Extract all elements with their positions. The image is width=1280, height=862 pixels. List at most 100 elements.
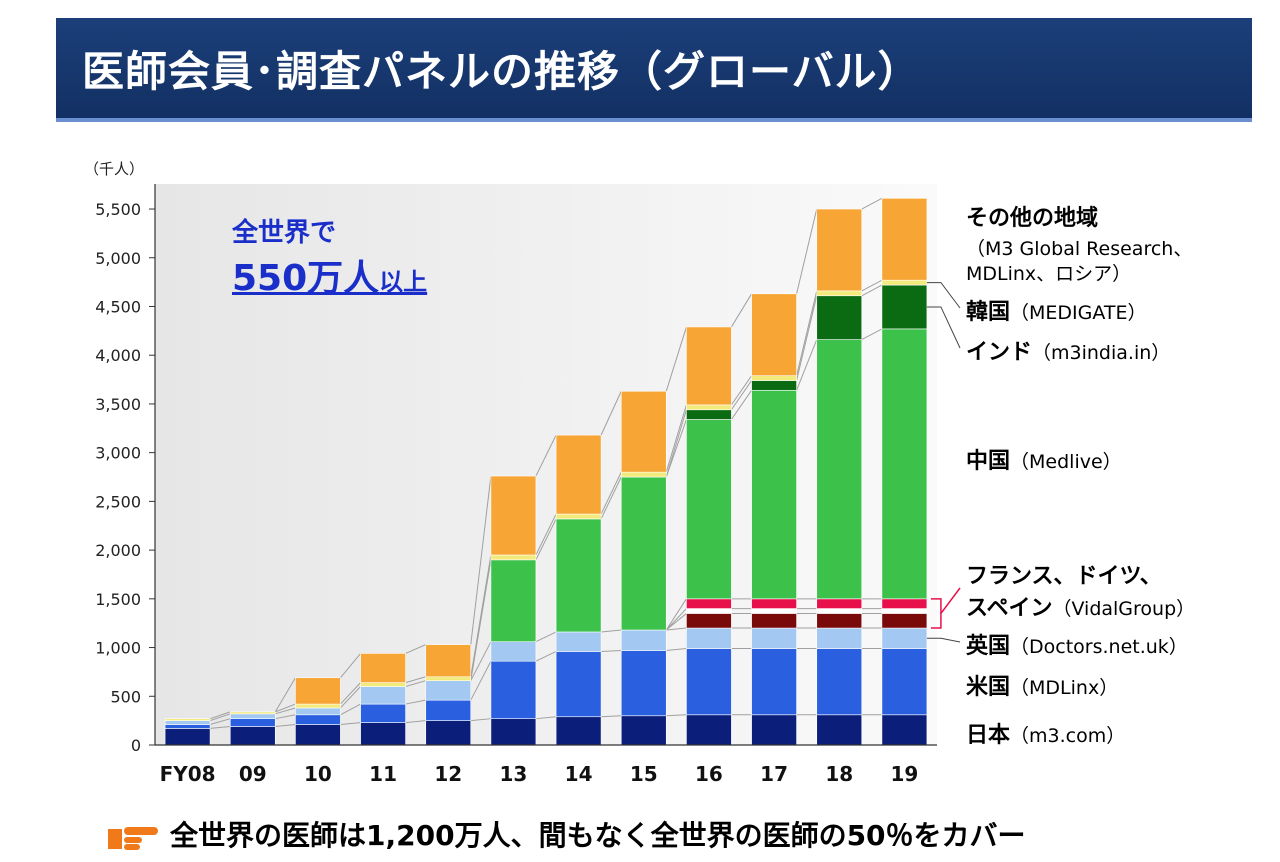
bar-segment-0-6 [555, 716, 602, 746]
series-connector [470, 559, 492, 681]
bar-segment-0-5 [490, 718, 537, 746]
series-connector [796, 208, 818, 294]
series-connector [209, 711, 231, 720]
series-connector [731, 389, 752, 420]
bar-segment-9-7 [620, 390, 667, 473]
legend-japan-name: 日本 [966, 723, 1011, 748]
series-connector [209, 718, 231, 726]
bar-segment-4-9 [751, 608, 797, 614]
title-bar: 医師会員･調査パネルの推移（グローバル） [56, 18, 1252, 122]
bar-segment-9-11 [881, 198, 928, 281]
bar-segment-1-4 [425, 699, 472, 721]
series-connector [665, 608, 687, 631]
legend-europe-line2: スペイン（VidalGroup） [966, 590, 1195, 622]
legend-us-sub: （MDLinx） [1010, 677, 1119, 699]
legend-other-name: その他の地域 [966, 206, 1099, 231]
bar-segment-3-10 [816, 613, 863, 629]
bar-segment-1-6 [555, 651, 602, 718]
y-tick-label: 5,000 [95, 249, 141, 268]
series-connector [601, 629, 622, 633]
series-connector [666, 714, 687, 717]
series-connector [535, 650, 557, 662]
callout-big: 550万人 [232, 258, 380, 299]
series-connector [209, 713, 231, 722]
series-connector [405, 644, 426, 654]
legend-uk-sub: （Doctors.net.uk） [1010, 636, 1188, 658]
bar-segment-0-10 [816, 714, 863, 746]
x-tick-label: 12 [434, 762, 462, 786]
bar-segment-1-8 [686, 648, 732, 716]
series-connector [665, 409, 687, 478]
bar-segment-9-5 [490, 475, 537, 556]
y-tick-label: 3,500 [95, 395, 141, 414]
footer-note: 全世界の医師は1,200万人、間もなく全世界の医師の50％をカバー [106, 814, 1026, 854]
bar-segment-0-9 [751, 714, 797, 746]
legend-uk: 英国（Doctors.net.uk） [966, 628, 1188, 660]
bar-segment-8-7 [620, 471, 667, 478]
legend-india: インド（m3india.in） [966, 334, 1170, 366]
series-connector [665, 598, 687, 631]
bar-segment-1-9 [751, 648, 797, 716]
bar-segment-8-4 [425, 676, 472, 681]
series-connector [731, 375, 752, 406]
bar-segment-6-10 [816, 339, 863, 600]
series-connector [535, 513, 557, 556]
bar-segment-5-11 [881, 598, 928, 609]
bar-segment-2-9 [751, 627, 797, 649]
legend-korea-name: 韓国 [966, 300, 1011, 325]
bar-segment-2-2 [295, 707, 341, 716]
series-connector [340, 703, 361, 716]
x-tick-label: 17 [760, 762, 788, 786]
bar-segment-2-5 [490, 641, 537, 662]
bar-segment-2-7 [620, 629, 667, 651]
series-connector [861, 279, 883, 292]
series-connector [665, 613, 687, 631]
series-connector [731, 380, 752, 411]
leader-uk [926, 637, 961, 643]
series-connector [861, 197, 883, 210]
y-tick-label: 2,500 [95, 492, 141, 511]
bar-segment-0-8 [686, 714, 732, 746]
bar-segment-0-2 [295, 724, 341, 746]
bar-segment-8-1 [229, 711, 276, 715]
series-connector [340, 653, 361, 679]
bar-segment-1-10 [816, 648, 863, 716]
bar-segment-4-11 [881, 608, 928, 614]
y-tick-label: 0 [131, 736, 141, 755]
y-tick-label: 1,000 [95, 639, 141, 658]
x-tick-label: 19 [890, 762, 918, 786]
series-connector [340, 682, 361, 705]
bar-segment-2-6 [555, 631, 602, 652]
series-connector [340, 686, 361, 709]
bar-segment-8-11 [881, 279, 928, 286]
bar-segment-8-3 [360, 682, 406, 687]
bar-segment-6-7 [620, 476, 667, 631]
x-tick-label: 13 [499, 762, 527, 786]
bar-segment-4-10 [816, 608, 863, 614]
legend-europe: フランス、ドイツ、 [966, 558, 1162, 590]
bar-segment-8-9 [751, 375, 797, 381]
legend-india-sub: （m3india.in） [1032, 342, 1171, 364]
legend-uk-name: 英国 [966, 634, 1011, 659]
series-connector [796, 339, 818, 391]
bar-segment-5-9 [751, 598, 797, 609]
series-connector [666, 648, 687, 651]
legend-us-name: 米国 [966, 675, 1011, 700]
legend-china-name: 中国 [966, 449, 1011, 474]
bar-segment-6-5 [490, 559, 537, 643]
bar-segment-9-10 [816, 208, 863, 292]
series-connector [730, 293, 753, 328]
x-tick-label: 10 [304, 762, 332, 786]
bar-segment-3-8 [686, 613, 732, 629]
legend-other-sub: （M3 Global Research、 [966, 238, 1193, 260]
series-connector [600, 471, 622, 515]
x-tick-label: FY08 [160, 762, 216, 786]
bar-segment-1-1 [229, 718, 276, 727]
legend-europe-name2: スペイン [966, 596, 1053, 621]
series-connector [601, 715, 622, 718]
legend-korea-sub: （MEDIGATE） [1010, 302, 1147, 324]
legend-europe-sub: （VidalGroup） [1052, 598, 1196, 620]
bar-segment-0-0 [164, 728, 211, 746]
bar-segment-9-9 [751, 293, 797, 376]
